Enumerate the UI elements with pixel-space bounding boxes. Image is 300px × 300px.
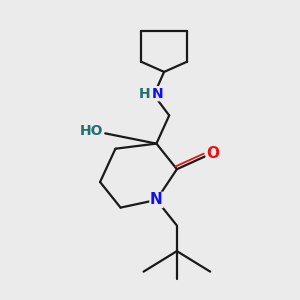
Text: H: H bbox=[139, 87, 151, 101]
Text: HO: HO bbox=[80, 124, 103, 138]
Text: O: O bbox=[206, 146, 219, 161]
Text: N: N bbox=[150, 192, 163, 207]
Text: N: N bbox=[152, 87, 164, 101]
